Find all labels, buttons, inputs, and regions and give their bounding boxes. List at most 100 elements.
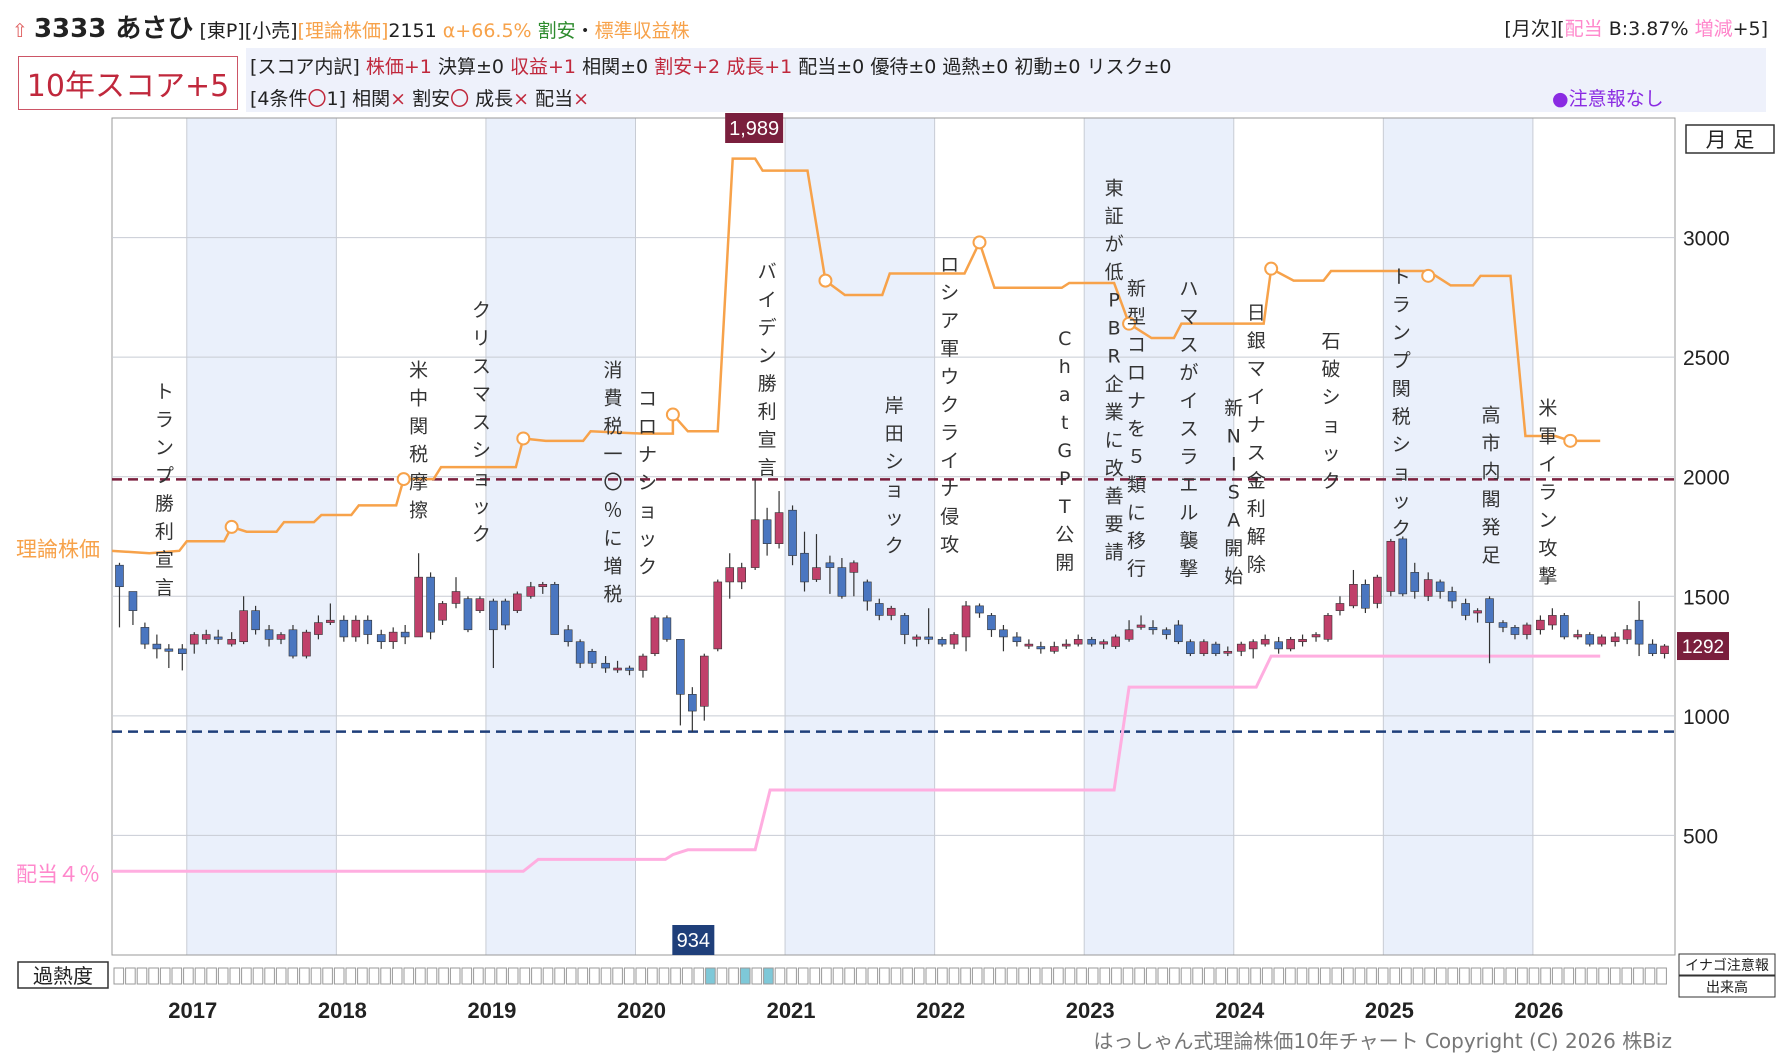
- overheat-cell: [1076, 967, 1087, 985]
- overheat-cell: [1111, 967, 1122, 985]
- year-band: [485, 118, 636, 955]
- theory-marker: [1122, 316, 1137, 331]
- overheat-cell: [1551, 967, 1563, 985]
- y-tick-label: 1000: [1683, 706, 1730, 729]
- overheat-cell: [890, 967, 902, 985]
- theory-line-label: 理論株価: [16, 537, 100, 561]
- overheat-cell: [1656, 967, 1667, 985]
- event-label: 米中関税摩擦: [409, 359, 428, 521]
- event-label: 石破ショック: [1321, 331, 1340, 493]
- x-year-label: 2022: [916, 998, 965, 1023]
- candle-body: [949, 634, 959, 645]
- breakdown-prefix: [スコア内訳]: [250, 56, 360, 78]
- event-label: ハマスがイスラエル襲撃: [1179, 278, 1198, 580]
- candle-body: [1435, 581, 1445, 592]
- overheat-cell: [1470, 967, 1482, 985]
- overheat-cell: [1134, 967, 1145, 985]
- year-band: [1084, 118, 1234, 955]
- candle-body: [526, 586, 536, 597]
- candle-body: [699, 655, 709, 707]
- cond-prefix: [4条件: [250, 88, 308, 110]
- overheat-cell: [1482, 967, 1493, 985]
- overheat-cell: [519, 967, 531, 985]
- period-box: [1685, 124, 1775, 154]
- candle-body: [276, 634, 286, 640]
- overheat-cell: [716, 967, 728, 985]
- candle-body: [189, 634, 199, 645]
- cond-count: 1]: [326, 88, 347, 110]
- overheat-cell: [751, 967, 763, 985]
- theory-marker: [1563, 433, 1578, 448]
- overheat-cell: [844, 967, 855, 985]
- condition-item: 配当: [535, 88, 574, 110]
- monthly-info: [月次][配当 B:3.87% 増減+5]: [1504, 14, 1768, 41]
- overheat-cell: [728, 967, 739, 985]
- overheat-cell: [403, 967, 415, 985]
- condition-item: 成長: [475, 88, 514, 110]
- candle-body: [140, 627, 150, 645]
- x-year-label: 2020: [617, 998, 666, 1023]
- overheat-cell: [345, 967, 357, 985]
- candle-body: [1398, 538, 1408, 595]
- candle-body: [961, 605, 971, 638]
- overheat-cell: [1389, 967, 1401, 985]
- candle-body: [975, 605, 984, 614]
- volume-legend-label: 出来高: [1706, 979, 1748, 996]
- overheat-cell: [1505, 967, 1517, 985]
- candle-body: [1211, 643, 1221, 654]
- overheat-cell: [1459, 967, 1470, 985]
- candle-body: [837, 567, 847, 597]
- overheat-cell: [1528, 967, 1540, 985]
- overheat-cell: [183, 967, 194, 985]
- breakdown-item: 割安+2: [654, 56, 727, 78]
- overheat-cell: [1157, 967, 1169, 985]
- candle-body: [800, 552, 809, 583]
- candle-body: [900, 615, 910, 635]
- high-marker-label: 1,989: [729, 118, 779, 140]
- candle-body: [414, 576, 423, 638]
- candle-body: [314, 622, 323, 635]
- candle-body: [400, 631, 410, 638]
- condition-mark: ×: [573, 88, 590, 110]
- overheat-cell: [600, 967, 612, 985]
- overheat-cell: [1644, 967, 1656, 985]
- overheat-cell: [1517, 967, 1528, 985]
- volume-legend-label: イナゴ注意報: [1685, 957, 1769, 974]
- candle-body: [1349, 584, 1358, 607]
- theory-marker: [972, 235, 987, 250]
- candle-body: [339, 619, 349, 638]
- overheat-cell: [252, 967, 264, 985]
- breakdown-item: リスク±0: [1086, 56, 1172, 78]
- overheat-cell: [1308, 967, 1319, 985]
- year-band: [785, 118, 935, 955]
- candle-body: [451, 591, 461, 604]
- period-label: 月 足: [1706, 128, 1755, 152]
- overheat-cell: [1586, 967, 1598, 985]
- candle-body: [1073, 639, 1083, 645]
- candle-body: [713, 581, 723, 650]
- overheat-cell: [635, 967, 647, 985]
- low-marker-label: 934: [677, 930, 710, 952]
- overheat-cell: [1064, 967, 1076, 985]
- overheat-cell: [809, 967, 821, 985]
- overheat-cell: [1598, 967, 1609, 985]
- conditions-line: [4条件〇1] 相関× 割安〇 成長× 配当×: [250, 84, 589, 111]
- candle-body: [1124, 629, 1134, 640]
- candle-body: [1087, 639, 1096, 645]
- candle-body: [1286, 639, 1295, 650]
- overheat-cell: [1238, 967, 1250, 985]
- overheat-cell: [391, 967, 403, 985]
- candle-body: [1012, 636, 1022, 643]
- condition-item: 相関: [352, 88, 391, 110]
- dividend-line-label: 配当４％: [16, 862, 100, 886]
- overheat-cell: [217, 967, 229, 985]
- candle-body: [924, 636, 933, 640]
- candle-body: [363, 619, 373, 635]
- overheat-cell: [415, 967, 426, 985]
- condition-mark: ×: [390, 88, 407, 110]
- overheat-cell: [670, 967, 681, 985]
- overheat-cell: [855, 967, 867, 985]
- overheat-cell: [1122, 967, 1134, 985]
- y-tick-label: 3000: [1683, 228, 1730, 251]
- candle-body: [1423, 579, 1433, 597]
